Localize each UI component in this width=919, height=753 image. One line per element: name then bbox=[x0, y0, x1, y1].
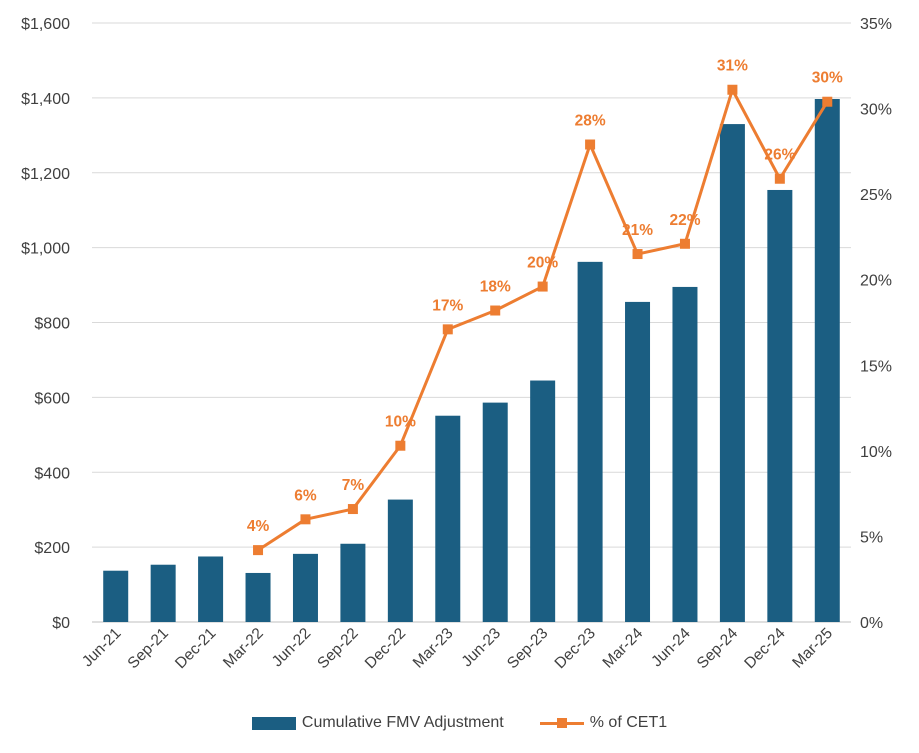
line-point bbox=[585, 139, 596, 150]
data-label: 30% bbox=[812, 70, 843, 87]
y-left-tick-label: $0 bbox=[52, 615, 70, 632]
bar bbox=[150, 564, 176, 622]
data-label: 22% bbox=[669, 212, 700, 229]
x-category-label: Jun-23 bbox=[459, 625, 505, 671]
y-left-tick-label: $1,600 bbox=[21, 16, 70, 33]
legend-bar-swatch bbox=[251, 716, 296, 730]
legend-line-swatch bbox=[539, 717, 584, 730]
line-point bbox=[490, 305, 501, 316]
bar bbox=[814, 98, 840, 623]
line-point bbox=[679, 238, 690, 249]
data-label: 28% bbox=[575, 113, 606, 130]
line-point bbox=[727, 84, 738, 95]
legend-bar-label: Cumulative FMV Adjustment bbox=[301, 714, 504, 731]
y-right-tick-label: 20% bbox=[860, 273, 892, 290]
x-category-label: Dec-23 bbox=[552, 625, 599, 672]
bar bbox=[245, 572, 271, 622]
x-category-label: Dec-24 bbox=[741, 625, 789, 673]
x-category-label: Dec-22 bbox=[362, 625, 409, 672]
bar bbox=[103, 570, 129, 622]
bar bbox=[198, 556, 224, 622]
y-right-tick-label: 35% bbox=[860, 16, 892, 33]
legend-item-fmv: Cumulative FMV Adjustment bbox=[251, 714, 504, 732]
x-category-label: Sep-22 bbox=[314, 625, 361, 672]
y-right-tick-label: 15% bbox=[860, 358, 892, 375]
x-category-label: Sep-24 bbox=[694, 625, 742, 673]
y-left-tick-label: $400 bbox=[34, 465, 70, 482]
y-left-tick-label: $1,000 bbox=[21, 241, 70, 258]
chart-legend: Cumulative FMV Adjustment % of CET1 bbox=[0, 711, 919, 735]
x-category-label: Jun-21 bbox=[79, 625, 125, 671]
x-category-label: Sep-21 bbox=[125, 625, 172, 672]
data-label: 26% bbox=[764, 147, 795, 164]
data-label: 31% bbox=[717, 58, 748, 75]
bar bbox=[672, 286, 698, 622]
combo-chart: $0 $200 $400 $600 $800 $1,000 $1,200 $1,400 $1,6… bbox=[21, 16, 892, 673]
line-point bbox=[395, 440, 406, 451]
data-label: 10% bbox=[385, 414, 416, 431]
line-point bbox=[774, 173, 785, 184]
line-point bbox=[300, 514, 311, 525]
y-right-tick-label: 10% bbox=[860, 444, 892, 461]
bar bbox=[530, 380, 556, 622]
line-point bbox=[253, 545, 264, 556]
bar bbox=[625, 301, 651, 622]
y-left-tick-label: $200 bbox=[34, 540, 70, 557]
x-category-label: Jun-24 bbox=[648, 625, 694, 671]
bar bbox=[482, 402, 508, 622]
x-category-label: Mar-23 bbox=[410, 625, 457, 672]
line-point bbox=[537, 281, 548, 292]
data-label: 4% bbox=[247, 518, 270, 535]
y-left-tick-label: $600 bbox=[34, 390, 70, 407]
x-category-label: Sep-23 bbox=[504, 625, 551, 672]
data-label: 6% bbox=[294, 487, 317, 504]
line-point bbox=[822, 96, 833, 107]
bar bbox=[292, 553, 318, 622]
bar bbox=[577, 261, 603, 622]
legend-item-cet1: % of CET1 bbox=[539, 714, 668, 732]
bar bbox=[719, 124, 745, 623]
bar bbox=[435, 415, 461, 622]
x-category-label: Jun-22 bbox=[269, 625, 315, 671]
line-point bbox=[347, 504, 358, 515]
y-left-tick-label: $1,200 bbox=[21, 166, 70, 183]
data-label: 7% bbox=[342, 477, 365, 494]
data-label: 18% bbox=[480, 279, 511, 296]
bar bbox=[767, 189, 793, 622]
y-right-tick-label: 5% bbox=[860, 529, 883, 546]
x-category-label: Mar-25 bbox=[789, 625, 836, 672]
y-right-tick-label: 30% bbox=[860, 102, 892, 119]
bar bbox=[387, 499, 413, 622]
y-right-tick-label: 0% bbox=[860, 615, 883, 632]
bar bbox=[340, 543, 366, 622]
y-right-tick-label: 25% bbox=[860, 187, 892, 204]
x-category-label: Dec-21 bbox=[172, 625, 219, 672]
line-point bbox=[632, 249, 643, 260]
data-label: 17% bbox=[432, 297, 463, 314]
x-category-label: Mar-22 bbox=[220, 625, 267, 672]
x-category-label: Mar-24 bbox=[600, 625, 647, 672]
y-left-tick-label: $1,400 bbox=[21, 91, 70, 108]
legend-line-label: % of CET1 bbox=[589, 714, 668, 731]
y-left-tick-label: $800 bbox=[34, 316, 70, 333]
line-point bbox=[442, 324, 453, 335]
data-label: 21% bbox=[622, 222, 653, 239]
data-label: 20% bbox=[527, 255, 558, 272]
